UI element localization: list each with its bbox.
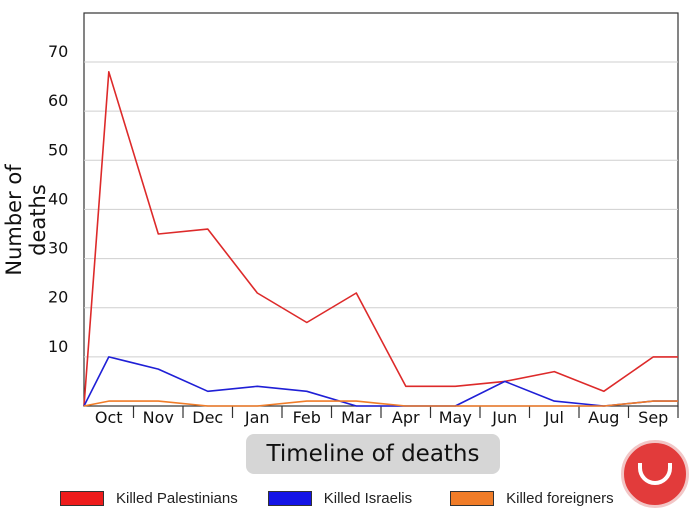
series-line-2 [83,400,678,407]
x-tick-label: Nov [143,408,174,427]
legend-label: Killed Palestinians [116,489,238,507]
y-axis-title: Number of deaths [2,164,50,276]
x-tick-label: Oct [95,408,123,427]
legend-swatch [267,490,312,506]
y-tick-label: 50 [48,140,68,159]
legend-item-palestinians: Killed Palestinians [60,490,238,507]
legend: Killed Palestinians Killed Israelis Kill… [60,487,697,509]
x-tick-label: Sep [638,408,668,427]
x-tick-label: Dec [192,408,223,427]
y-tick-label: 10 [48,337,68,356]
x-axis-title: Timeline of deaths [266,441,480,467]
x-tick-label: May [439,408,472,427]
x-tick-label: Jan [244,408,270,427]
x-tick-label: Apr [392,408,420,427]
legend-label: Killed foreigners [506,489,614,507]
legend-swatch [450,490,495,506]
logo-badge-icon [621,440,689,508]
x-tick-label: Jun [491,408,517,427]
y-tick-label: 70 [48,42,68,61]
y-tick-label: 60 [48,91,68,110]
series-line-0 [83,71,678,407]
legend-item-israelis: Killed Israelis [267,489,413,507]
x-tick-label: Jul [544,408,564,427]
legend-item-foreigners: Killed foreigners [450,490,614,507]
legend-swatch [60,490,104,506]
x-tick-label: Aug [588,408,619,427]
series-line-1 [83,356,678,407]
x-tick-label: Mar [341,408,372,427]
x-tick-label: Feb [293,408,321,427]
x-axis-title-pill: Timeline of deaths [246,434,500,474]
legend-label: Killed Israelis [323,489,413,507]
y-tick-label: 40 [48,189,68,208]
y-tick-label: 20 [48,288,68,307]
logo-mark-icon [638,463,672,485]
y-tick-label: 30 [48,239,68,258]
